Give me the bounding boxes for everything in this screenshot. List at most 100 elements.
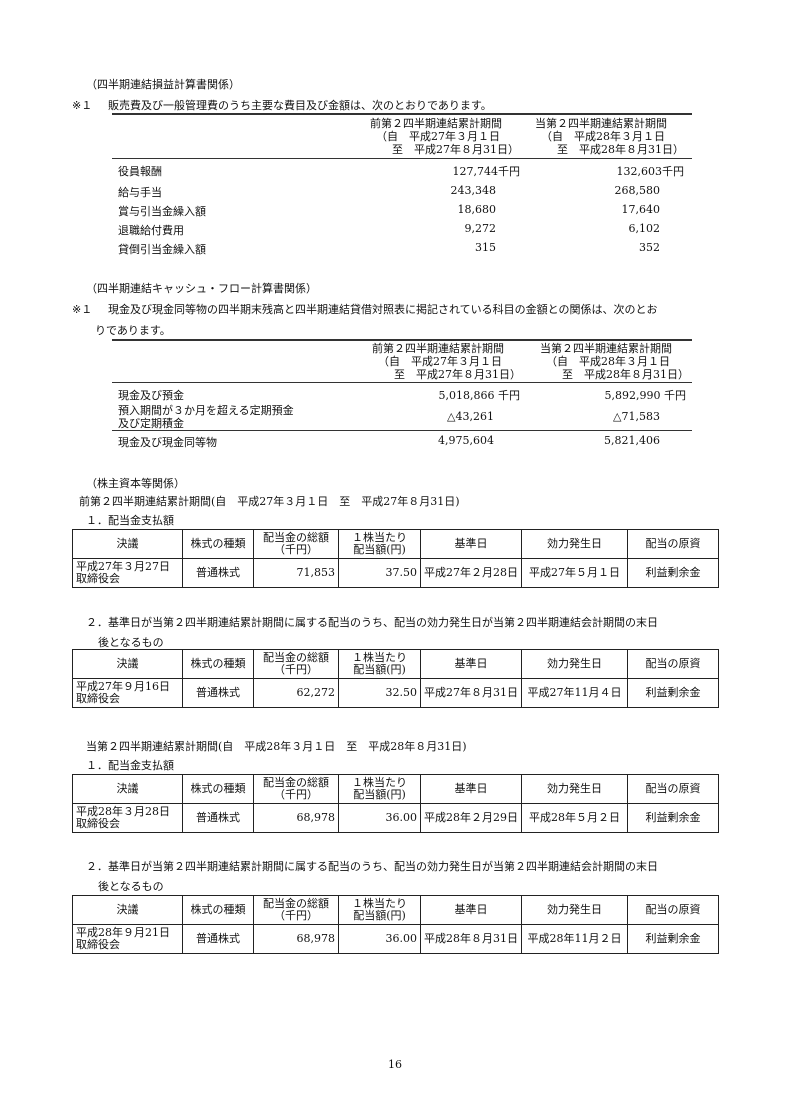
table-header-row: 決議 株式の種類 配当金の総額 （千円） １株当たり 配当額(円) 基準日 効力発生…	[72, 895, 719, 925]
pl-row-curr: 6,102	[628, 222, 661, 235]
header-effective-date: 効力発生日	[521, 529, 628, 559]
pl-row-curr: 132,603千円	[616, 165, 685, 178]
share-type: 普通株式	[182, 803, 254, 833]
header-effective-date: 効力発生日	[521, 774, 628, 804]
per-share-dividend: 36.00	[338, 803, 421, 833]
col-from: （自 平成28年３月１日	[546, 355, 670, 368]
header-resolution: 決議	[72, 649, 183, 679]
pl-col-curr: 当第２四半期連結累計期間 （自 平成28年３月１日 至 平成28年８月31日）	[535, 117, 695, 156]
header-record-date: 基準日	[420, 529, 522, 559]
table-header-row: 決議 株式の種類 配当金の総額 （千円） １株当たり 配当額(円) 基準日 効力発生…	[72, 529, 719, 559]
header-total: 配当金の総額 （千円）	[253, 895, 339, 925]
res-date: 平成28年３月28日	[76, 805, 170, 818]
header-resolution: 決議	[72, 895, 183, 925]
header-source: 配当の原資	[627, 774, 719, 804]
eq-heading: （株主資本等関係）	[86, 477, 185, 490]
h-line2: （千円）	[274, 909, 318, 922]
pl-row-curr: 17,640	[621, 203, 661, 216]
header-source: 配当の原資	[627, 649, 719, 679]
resolution: 平成28年３月28日 取締役会	[72, 803, 183, 833]
record-date: 平成27年８月31日	[420, 678, 522, 708]
table-header-row: 決議 株式の種類 配当金の総額 （千円） １株当たり 配当額(円) 基準日 効力発生…	[72, 774, 719, 804]
header-per-share: １株当たり 配当額(円)	[338, 895, 421, 925]
resolution: 平成28年９月21日 取締役会	[72, 924, 183, 954]
pl-table-top-rule	[112, 113, 692, 115]
cf-row-prev: 4,975,604	[438, 434, 494, 447]
eq-prev-period: 前第２四半期連結累計期間(自 平成27年３月１日 至 平成27年８月31日)	[79, 495, 460, 508]
table-row: 平成27年９月16日 取締役会 普通株式 62,272 32.50 平成27年８月…	[72, 678, 719, 708]
res-body: 取締役会	[76, 938, 120, 951]
cf-row-prev: △43,261	[447, 410, 494, 423]
cf-total-rule	[112, 430, 692, 431]
res-body: 取締役会	[76, 817, 120, 830]
cf-row-label: 現金及び預金	[118, 389, 184, 402]
h-line1: 配当金の総額	[263, 776, 329, 789]
h-line2: 配当額(円)	[353, 909, 406, 922]
total-dividend: 62,272	[253, 678, 339, 708]
header-total: 配当金の総額 （千円）	[253, 649, 339, 679]
h-line2: （千円）	[274, 788, 318, 801]
effective-date: 平成27年５月１日	[521, 558, 628, 588]
h-line2: （千円）	[274, 543, 318, 556]
share-type: 普通株式	[182, 558, 254, 588]
res-date: 平成27年３月27日	[76, 560, 170, 573]
dividend-source: 利益剰余金	[627, 558, 719, 588]
header-share-type: 株式の種類	[182, 529, 254, 559]
per-share-dividend: 36.00	[338, 924, 421, 954]
record-date: 平成28年２月29日	[420, 803, 522, 833]
col-title: 前第２四半期連結累計期間	[372, 342, 504, 355]
pl-row-prev: 9,272	[464, 222, 497, 235]
col-title: 前第２四半期連結累計期間	[370, 117, 502, 130]
pl-row-prev: 243,348	[450, 184, 497, 197]
res-body: 取締役会	[76, 692, 120, 705]
col-from: （自 平成27年３月１日	[376, 130, 500, 143]
header-per-share: １株当たり 配当額(円)	[338, 529, 421, 559]
cf-col-prev: 前第２四半期連結累計期間 （自 平成27年３月１日 至 平成27年８月31日）	[372, 342, 532, 381]
header-per-share: １株当たり 配当額(円)	[338, 649, 421, 679]
effective-date: 平成28年５月２日	[521, 803, 628, 833]
total-dividend: 68,978	[253, 803, 339, 833]
header-record-date: 基準日	[420, 895, 522, 925]
cf-col-curr: 当第２四半期連結累計期間 （自 平成28年３月１日 至 平成28年８月31日）	[540, 342, 700, 381]
col-to: 至 平成27年８月31日）	[392, 143, 519, 156]
pl-row-label: 貸倒引当金繰入額	[118, 243, 206, 256]
h-line2: （千円）	[274, 663, 318, 676]
header-record-date: 基準日	[420, 774, 522, 804]
header-resolution: 決議	[72, 774, 183, 804]
resolution: 平成27年９月16日 取締役会	[72, 678, 183, 708]
col-title: 当第２四半期連結累計期間	[540, 342, 672, 355]
header-effective-date: 効力発生日	[521, 649, 628, 679]
header-share-type: 株式の種類	[182, 774, 254, 804]
dividend-source: 利益剰余金	[627, 924, 719, 954]
pl-header-rule	[112, 158, 692, 159]
total-dividend: 68,978	[253, 924, 339, 954]
h-line1: １株当たり	[352, 897, 407, 910]
pl-row-prev: 315	[475, 241, 496, 254]
header-source: 配当の原資	[627, 895, 719, 925]
dividend-source: 利益剰余金	[627, 803, 719, 833]
table-row: 平成28年３月28日 取締役会 普通株式 68,978 36.00 平成28年２月…	[72, 803, 719, 833]
table-row: 平成27年３月27日 取締役会 普通株式 71,853 37.50 平成27年２月…	[72, 558, 719, 588]
resolution: 平成27年３月27日 取締役会	[72, 558, 183, 588]
eq-sub2-line2: 後となるもの	[98, 636, 164, 649]
cf-note-line1: 現金及び現金同等物の四半期末残高と四半期連結貸借対照表に掲記されている科目の金額…	[108, 303, 658, 316]
pl-col-prev: 前第２四半期連結累計期間 （自 平成27年３月１日 至 平成27年８月31日）	[370, 117, 530, 156]
col-to: 至 平成27年８月31日）	[394, 368, 521, 381]
record-date: 平成27年２月28日	[420, 558, 522, 588]
header-record-date: 基準日	[420, 649, 522, 679]
dividend-table: 決議 株式の種類 配当金の総額 （千円） １株当たり 配当額(円) 基準日 効力発生…	[72, 649, 719, 708]
res-date: 平成28年９月21日	[76, 926, 170, 939]
h-line2: 配当額(円)	[353, 663, 406, 676]
header-effective-date: 効力発生日	[521, 895, 628, 925]
h-line1: １株当たり	[352, 776, 407, 789]
h-line1: 配当金の総額	[263, 897, 329, 910]
eq-sub2-line1: ２．基準日が当第２四半期連結累計期間に属する配当のうち、配当の効力発生日が当第２…	[86, 860, 658, 873]
pl-row-prev: 18,680	[457, 203, 497, 216]
res-body: 取締役会	[76, 572, 120, 585]
pl-note: 販売費及び一般管理費のうち主要な費目及び金額は、次のとおりであります。	[108, 99, 492, 112]
h-line2: 配当額(円)	[353, 543, 406, 556]
col-from: （自 平成27年３月１日	[378, 355, 502, 368]
col-title: 当第２四半期連結累計期間	[535, 117, 667, 130]
dividend-table: 決議 株式の種類 配当金の総額 （千円） １株当たり 配当額(円) 基準日 効力発生…	[72, 774, 719, 833]
eq-curr-period: 当第２四半期連結累計期間(自 平成28年３月１日 至 平成28年８月31日)	[86, 740, 467, 753]
